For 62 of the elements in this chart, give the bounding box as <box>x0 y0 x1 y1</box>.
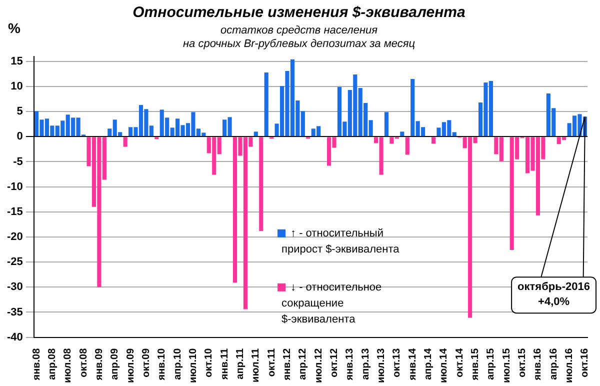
x-tick-label: июл.10 <box>188 348 199 384</box>
y-tick-label: -15 <box>6 206 23 218</box>
x-tick-label: апр.09 <box>110 348 121 380</box>
chart-title: Относительные изменения $-эквивалента <box>132 4 466 22</box>
bar <box>384 112 389 136</box>
legend-label: ↑ - относительный прирост $-эквивалента <box>282 227 400 256</box>
x-tick-label: окт.14 <box>454 348 466 378</box>
x-tick-label: июл.14 <box>438 348 450 384</box>
chart-subtitle: остатков средств населения на срочных Br-рублевых депозитах за месяц <box>182 24 416 50</box>
bar <box>259 137 264 231</box>
x-tick-label: янв.11 <box>219 348 230 380</box>
bar <box>264 72 268 136</box>
x-tick-label: июл.11 <box>250 348 262 382</box>
legend-label: ↓ - относительное сокращение $-эквивалента <box>282 281 382 326</box>
x-tick-label: окт.09 <box>140 348 152 378</box>
x-tick-label: апр.10 <box>172 348 184 380</box>
y-tick-label: -20 <box>6 231 23 244</box>
x-tick-label: янв.08 <box>31 348 42 380</box>
y-tick-label: -30 <box>6 281 23 294</box>
x-tick-label: янв.13 <box>344 348 356 380</box>
x-tick-label: апр.15 <box>486 348 497 380</box>
bar <box>400 132 404 136</box>
x-tick-label: июл.13 <box>376 348 388 384</box>
x-tick-label: окт.08 <box>78 348 90 378</box>
x-tick-label: июл.15 <box>501 348 512 384</box>
bar <box>254 132 258 136</box>
x-tick-label: апр.13 <box>360 348 372 380</box>
x-tick-label: янв.12 <box>282 348 293 380</box>
x-tick-label: июл.08 <box>62 348 74 384</box>
y-tick-label: 0 <box>16 130 23 143</box>
x-tick-label: окт.13 <box>392 348 403 378</box>
x-tick-label: апр.11 <box>234 348 246 380</box>
x-tick-label: апр.12 <box>298 348 309 380</box>
x-tick-label: янв.15 <box>470 348 482 380</box>
y-tick-label: -25 <box>6 256 23 268</box>
x-tick-label: апр.14 <box>423 348 434 380</box>
x-tick-label: окт.15 <box>517 348 528 378</box>
y-tick-label: -35 <box>6 306 23 318</box>
annotation: октябрь-2016 +4,0% <box>518 281 590 308</box>
y-axis-title: % <box>8 20 21 36</box>
y-tick-label: -40 <box>6 331 23 344</box>
y-tick-label: 15 <box>10 55 23 68</box>
x-tick-label: янв.16 <box>532 348 544 380</box>
x-tick-label: янв.09 <box>94 348 105 380</box>
y-tick-label: -5 <box>13 156 23 168</box>
y-tick-label: 10 <box>10 80 23 93</box>
x-tick-label: окт.11 <box>266 348 278 377</box>
x-tick-label: апр.16 <box>548 348 560 380</box>
x-tick-label: июл.16 <box>564 348 576 384</box>
bar <box>405 137 410 155</box>
x-tick-label: июл.12 <box>313 348 324 384</box>
y-tick-label: -10 <box>6 180 23 193</box>
x-tick-label: июл.09 <box>125 348 136 384</box>
bar <box>431 137 436 144</box>
x-tick-label: окт.12 <box>328 348 340 378</box>
x-tick-label: окт.16 <box>580 348 591 378</box>
y-tick-label: 5 <box>16 106 23 118</box>
x-tick-label: янв.14 <box>407 348 418 380</box>
bar <box>123 137 128 147</box>
x-tick-label: апр.08 <box>46 348 58 380</box>
x-tick-label: янв.10 <box>156 348 168 380</box>
x-tick-label: окт.10 <box>204 348 215 378</box>
